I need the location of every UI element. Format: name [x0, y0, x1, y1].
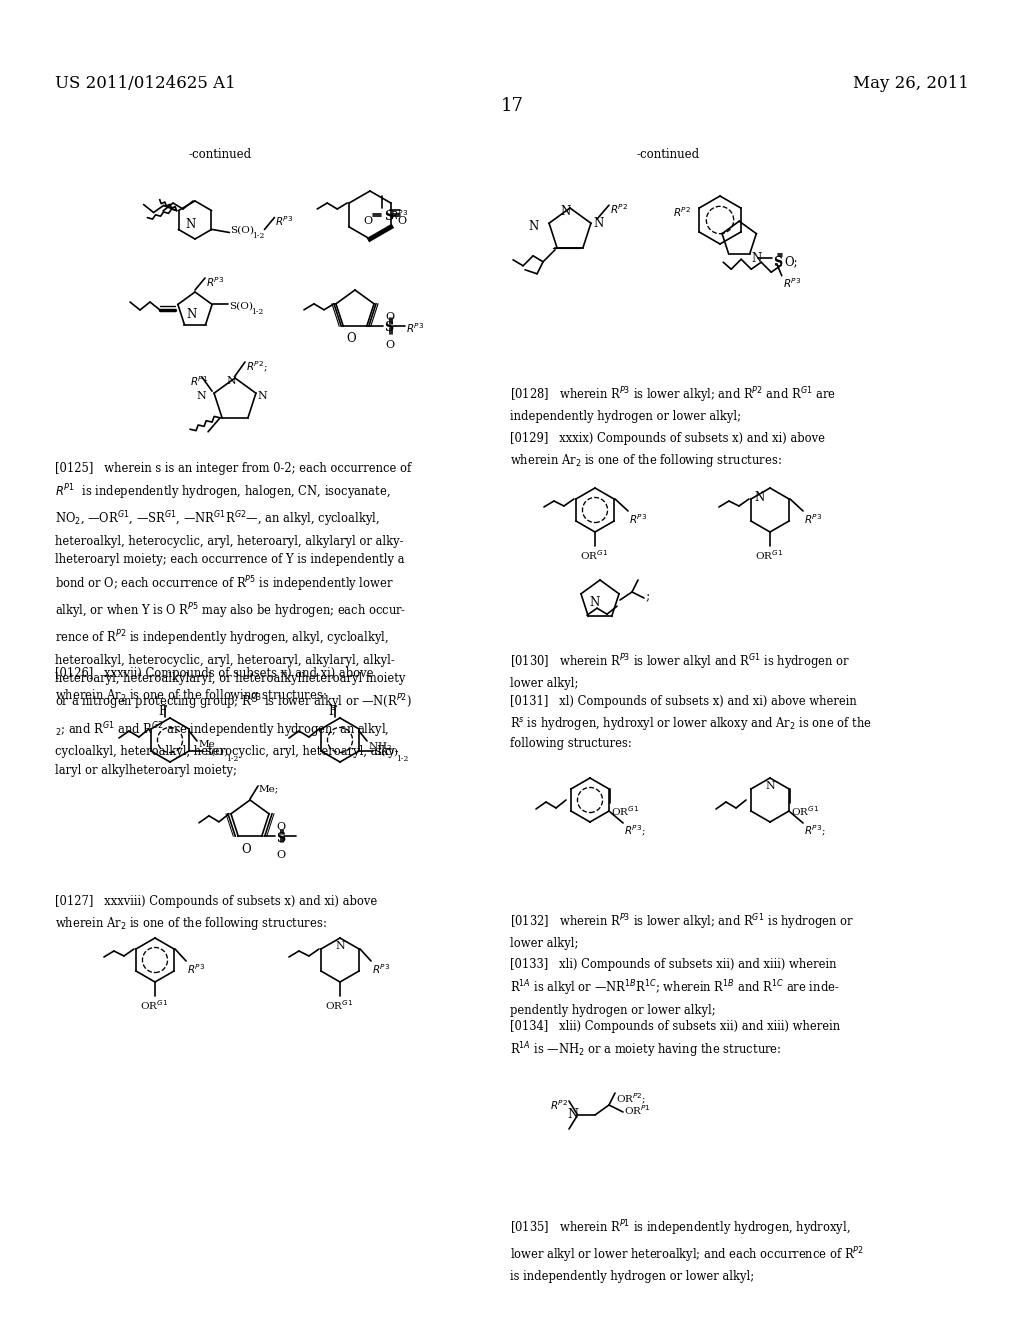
Text: F: F [328, 705, 336, 718]
Text: N: N [752, 252, 762, 265]
Text: $R^{P3}$: $R^{P3}$ [275, 214, 294, 228]
Text: N: N [186, 308, 198, 321]
Text: 1-2: 1-2 [253, 231, 265, 239]
Text: 1-2: 1-2 [226, 755, 239, 763]
Text: S(O): S(O) [374, 748, 398, 756]
Text: OR$^{G1}$: OR$^{G1}$ [755, 548, 783, 562]
Text: Me: Me [198, 741, 215, 748]
Text: O: O [276, 822, 286, 832]
Text: $R^{P3}$: $R^{P3}$ [406, 321, 424, 335]
Text: S: S [275, 832, 285, 845]
Text: N: N [567, 1109, 579, 1122]
Text: N: N [590, 597, 600, 610]
Text: [0135]   wherein R$^{P1}$ is independently hydrogen, hydroxyl,
lower alkyl or lo: [0135] wherein R$^{P1}$ is independently… [510, 1218, 864, 1283]
Text: OR$^{G1}$: OR$^{G1}$ [140, 998, 168, 1012]
Text: $R^{P3}$: $R^{P3}$ [206, 275, 224, 289]
Text: $R^{P2}$: $R^{P2}$ [550, 1098, 568, 1111]
Text: OR$^{G1}$: OR$^{G1}$ [611, 804, 639, 818]
Text: O: O [346, 333, 355, 345]
Text: S(O): S(O) [229, 301, 253, 310]
Text: ;: ; [645, 590, 649, 603]
Text: 1-2: 1-2 [251, 309, 263, 317]
Text: N: N [755, 491, 765, 504]
Text: S: S [384, 321, 393, 334]
Text: N: N [186, 218, 197, 231]
Text: OR$^{G1}$: OR$^{G1}$ [792, 804, 819, 818]
Text: $R^{P3}$;: $R^{P3}$; [804, 822, 825, 838]
Text: $R^{P2}$: $R^{P2}$ [673, 205, 691, 219]
Text: $R^{P2}$;: $R^{P2}$; [246, 359, 267, 374]
Text: -continued: -continued [637, 148, 699, 161]
Text: $R^{P3}$: $R^{P3}$ [372, 962, 390, 975]
Text: [0132]   wherein R$^{P3}$ is lower alkyl; and R$^{G1}$ is hydrogen or
lower alky: [0132] wherein R$^{P3}$ is lower alkyl; … [510, 912, 854, 950]
Text: N: N [561, 205, 571, 218]
Text: O: O [385, 341, 394, 350]
Text: May 26, 2011: May 26, 2011 [853, 75, 969, 92]
Text: N: N [258, 391, 267, 401]
Text: [0127]   xxxviii) Compounds of subsets x) and xi) above
wherein Ar$_2$ is one of: [0127] xxxviii) Compounds of subsets x) … [55, 895, 377, 932]
Text: NH$_2$: NH$_2$ [368, 741, 392, 752]
Text: [0129]   xxxix) Compounds of subsets x) and xi) above
wherein Ar$_2$ is one of t: [0129] xxxix) Compounds of subsets x) an… [510, 432, 825, 469]
Text: N: N [593, 216, 603, 230]
Text: [0133]   xli) Compounds of subsets xii) and xiii) wherein
R$^{1A}$ is alkyl or —: [0133] xli) Compounds of subsets xii) an… [510, 958, 840, 1016]
Text: -continued: -continued [188, 148, 252, 161]
Text: Me;: Me; [259, 784, 280, 793]
Text: N: N [197, 391, 206, 401]
Text: O;: O; [784, 256, 799, 269]
Text: F: F [158, 705, 166, 718]
Text: $R^{P1}$: $R^{P1}$ [190, 374, 209, 388]
Text: S: S [384, 210, 393, 223]
Text: N: N [226, 376, 236, 385]
Text: S(O): S(O) [204, 748, 228, 756]
Text: OR$^{P2}$;: OR$^{P2}$; [616, 1092, 646, 1106]
Text: $R^{P3}$: $R^{P3}$ [629, 512, 647, 525]
Text: O: O [242, 843, 251, 855]
Text: N: N [765, 781, 775, 791]
Text: $R^{P3}$: $R^{P3}$ [187, 962, 206, 975]
Text: 17: 17 [501, 96, 523, 115]
Text: N: N [335, 941, 345, 950]
Text: [0128]   wherein R$^{P3}$ is lower alkyl; and R$^{P2}$ and R$^{G1}$ are
independ: [0128] wherein R$^{P3}$ is lower alkyl; … [510, 385, 836, 424]
Text: O: O [385, 313, 394, 322]
Text: [0134]   xlii) Compounds of subsets xii) and xiii) wherein
R$^{1A}$ is —NH$_2$ o: [0134] xlii) Compounds of subsets xii) a… [510, 1020, 840, 1060]
Text: O: O [364, 216, 373, 226]
Text: $R^{P3}$: $R^{P3}$ [390, 209, 409, 222]
Text: S(O): S(O) [230, 226, 254, 235]
Text: N: N [528, 220, 539, 234]
Text: S: S [773, 256, 782, 269]
Text: O: O [397, 216, 407, 226]
Text: [0126]   xxxvii) Compounds of subsets x) and xi) above
wherein Ar$_2$ is one of : [0126] xxxvii) Compounds of subsets x) a… [55, 667, 374, 704]
Text: 1-2: 1-2 [396, 755, 409, 763]
Text: [0131]   xl) Compounds of subsets x) and xi) above wherein
R$^s$ is hydrogen, hy: [0131] xl) Compounds of subsets x) and x… [510, 696, 871, 750]
Text: US 2011/0124625 A1: US 2011/0124625 A1 [55, 75, 236, 92]
Text: $R^{P3}$;: $R^{P3}$; [624, 822, 646, 838]
Text: [0130]   wherein R$^{P3}$ is lower alkyl and R$^{G1}$ is hydrogen or
lower alkyl: [0130] wherein R$^{P3}$ is lower alkyl a… [510, 652, 850, 690]
Text: $R^{P3}$: $R^{P3}$ [782, 276, 801, 289]
Text: O: O [276, 850, 286, 861]
Text: OR$^{P1}$: OR$^{P1}$ [624, 1104, 651, 1117]
Text: [0125]   wherein s is an integer from 0-2; each occurrence of
$R^{P1}$  is indep: [0125] wherein s is an integer from 0-2;… [55, 462, 412, 776]
Text: $R^{P2}$: $R^{P2}$ [610, 202, 628, 216]
Text: $R^{P3}$: $R^{P3}$ [804, 512, 822, 525]
Text: OR$^{G1}$: OR$^{G1}$ [580, 548, 608, 562]
Text: OR$^{G1}$: OR$^{G1}$ [325, 998, 353, 1012]
